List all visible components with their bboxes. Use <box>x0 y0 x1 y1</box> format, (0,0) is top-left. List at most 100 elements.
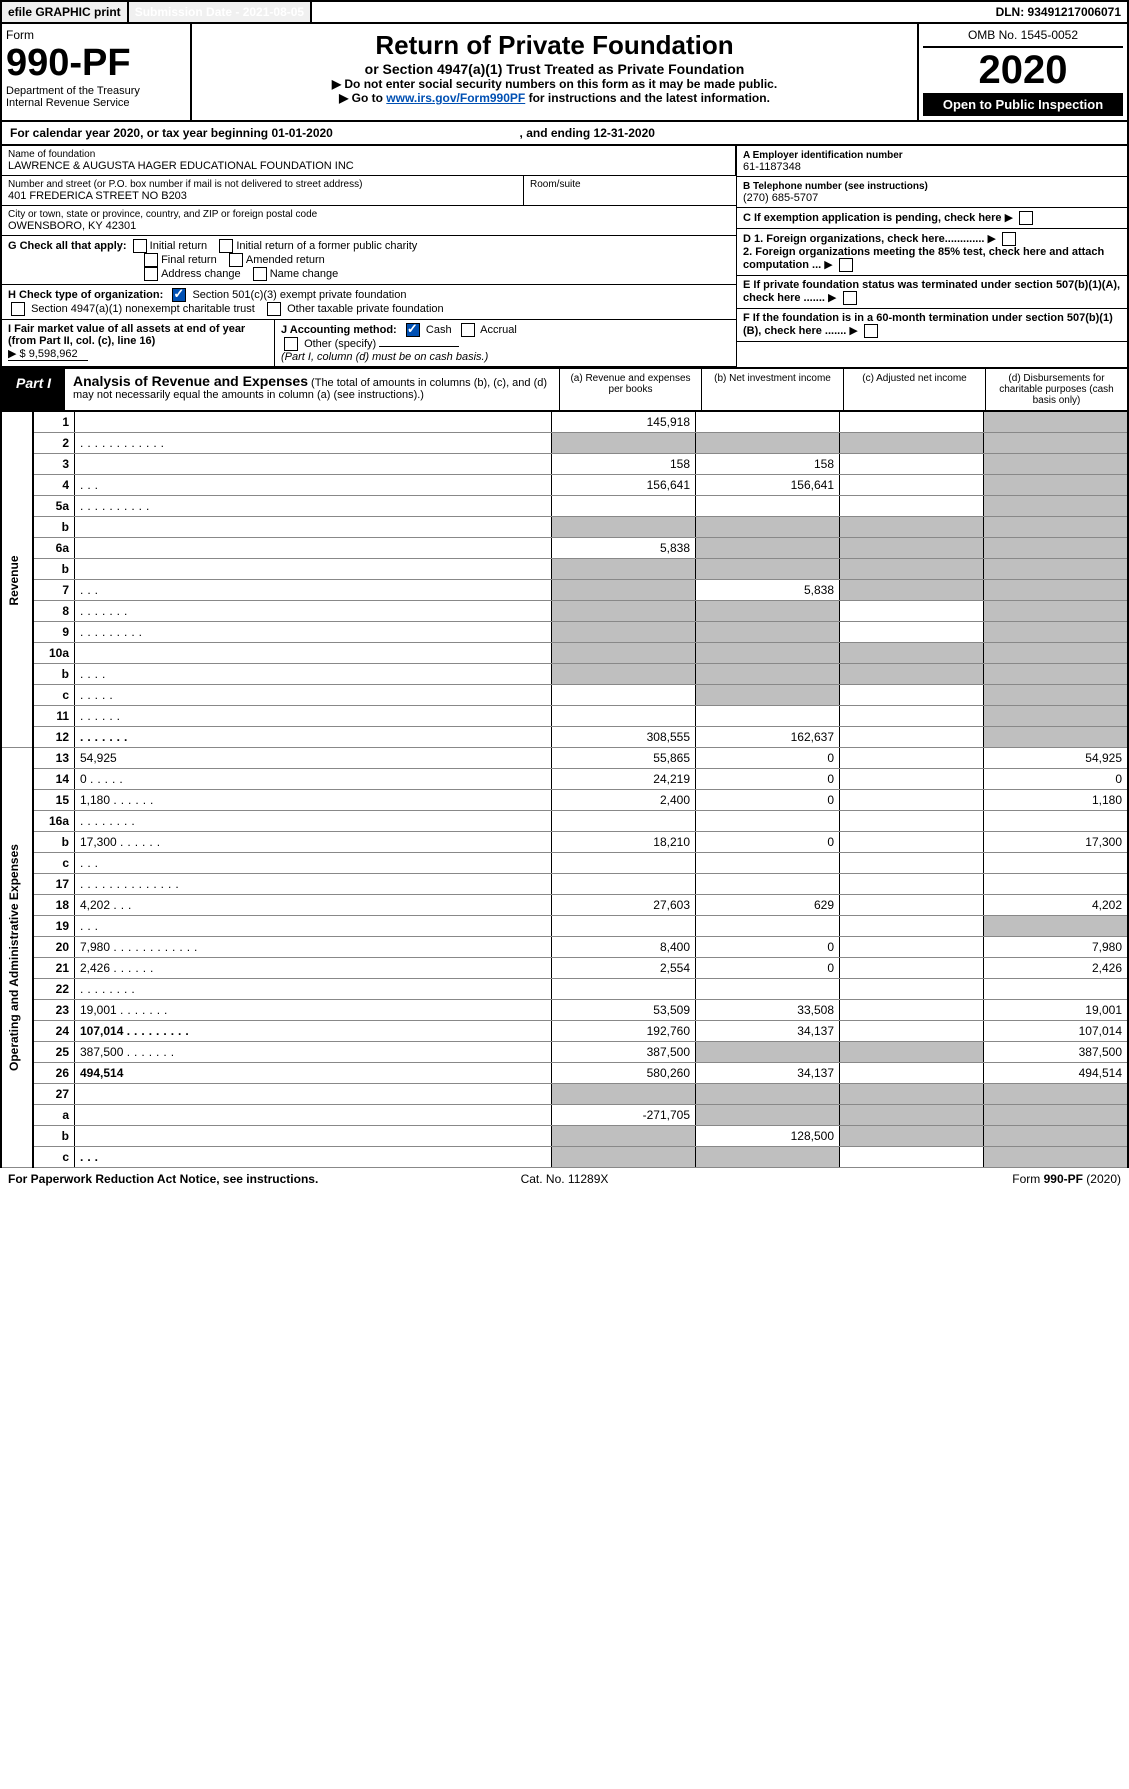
col-c-value <box>840 559 984 580</box>
line-number: c <box>33 1147 75 1168</box>
tax-year: 2020 <box>923 48 1123 93</box>
col-a-value <box>552 1126 696 1147</box>
col-d-value: 0 <box>984 769 1129 790</box>
col-c-value <box>840 664 984 685</box>
line-desc: .... <box>75 664 552 685</box>
col-c-value <box>840 748 984 769</box>
col-a-value: 2,400 <box>552 790 696 811</box>
col-a-value <box>552 433 696 454</box>
identity-block: Name of foundation LAWRENCE & AUGUSTA HA… <box>0 146 1129 367</box>
line-number: 9 <box>33 622 75 643</box>
line-number: b <box>33 1126 75 1147</box>
col-a-value <box>552 811 696 832</box>
line-desc: ... <box>75 853 552 874</box>
expenses-sidebar: Operating and Administrative Expenses <box>1 748 33 1168</box>
line-desc <box>75 1105 552 1126</box>
col-a-value <box>552 517 696 538</box>
line-desc <box>75 412 552 433</box>
col-c-value <box>840 874 984 895</box>
line-number: 27 <box>33 1084 75 1105</box>
col-d-value <box>984 601 1129 622</box>
col-d-value <box>984 454 1129 475</box>
col-b-value <box>696 496 840 517</box>
col-b-value: 33,508 <box>696 1000 840 1021</box>
col-c-value <box>840 496 984 517</box>
irs: Internal Revenue Service <box>6 97 186 109</box>
col-d-value <box>984 559 1129 580</box>
line-desc: ... <box>75 1147 552 1168</box>
line-number: 19 <box>33 916 75 937</box>
line-desc: 107,014 ......... <box>75 1021 552 1042</box>
col-b-value: 158 <box>696 454 840 475</box>
top-bar: efile GRAPHIC print Submission Date - 20… <box>0 0 1129 24</box>
col-d-value <box>984 811 1129 832</box>
line-desc <box>75 1126 552 1147</box>
col-c-value <box>840 1000 984 1021</box>
col-b-value: 34,137 <box>696 1021 840 1042</box>
col-d-value <box>984 496 1129 517</box>
col-b-value: 0 <box>696 748 840 769</box>
line-number: 24 <box>33 1021 75 1042</box>
line-number: 14 <box>33 769 75 790</box>
col-b-value: 34,137 <box>696 1063 840 1084</box>
col-b-value <box>696 433 840 454</box>
line-desc: 17,300 ...... <box>75 832 552 853</box>
line-desc: ......... <box>75 622 552 643</box>
col-b-value: 629 <box>696 895 840 916</box>
col-c-value <box>840 895 984 916</box>
part1-header: Part I Analysis of Revenue and Expenses … <box>0 367 1129 412</box>
fmv-value: ▶ $ 9,598,962 <box>8 347 88 361</box>
col-c-value <box>840 916 984 937</box>
col-d-value <box>984 916 1129 937</box>
col-c-value <box>840 769 984 790</box>
col-c-value <box>840 1105 984 1126</box>
line-number: 18 <box>33 895 75 916</box>
efile-label: efile GRAPHIC print <box>2 2 129 22</box>
col-c-value <box>840 412 984 433</box>
part1-tag: Part I <box>2 369 65 410</box>
col-b-value: 0 <box>696 937 840 958</box>
col-d-value <box>984 538 1129 559</box>
col-a-value: 53,509 <box>552 1000 696 1021</box>
col-a-value <box>552 916 696 937</box>
col-b-value <box>696 1084 840 1105</box>
col-c-value <box>840 601 984 622</box>
col-d-value <box>984 475 1129 496</box>
col-b-value: 0 <box>696 790 840 811</box>
line-number: b <box>33 559 75 580</box>
col-d-value: 19,001 <box>984 1000 1129 1021</box>
col-d-value <box>984 664 1129 685</box>
line-number: 21 <box>33 958 75 979</box>
col-c-hdr: (c) Adjusted net income <box>844 369 986 410</box>
revenue-sidebar: Revenue <box>1 412 33 748</box>
line-number: 17 <box>33 874 75 895</box>
line-number: 12 <box>33 727 75 748</box>
col-c-value <box>840 727 984 748</box>
irs-link[interactable]: www.irs.gov/Form990PF <box>386 91 525 105</box>
checkbox-501c3[interactable] <box>172 288 186 302</box>
col-a-value: 308,555 <box>552 727 696 748</box>
col-d-value <box>984 580 1129 601</box>
col-d-value: 387,500 <box>984 1042 1129 1063</box>
col-a-value: 156,641 <box>552 475 696 496</box>
col-a-value <box>552 1084 696 1105</box>
col-b-value <box>696 538 840 559</box>
section-g: G Check all that apply: Initial return I… <box>2 236 736 285</box>
col-a-value <box>552 685 696 706</box>
col-a-value: 8,400 <box>552 937 696 958</box>
col-d-value <box>984 1126 1129 1147</box>
submission-date: Submission Date - 2021-08-05 <box>129 2 312 22</box>
col-b-value <box>696 412 840 433</box>
line-number: b <box>33 517 75 538</box>
col-c-value <box>840 937 984 958</box>
col-a-value <box>552 496 696 517</box>
checkbox-cash[interactable] <box>406 323 420 337</box>
line-desc: ........ <box>75 811 552 832</box>
col-a-value <box>552 643 696 664</box>
line-number: 15 <box>33 790 75 811</box>
col-c-value <box>840 622 984 643</box>
col-d-value: 17,300 <box>984 832 1129 853</box>
form-title: Return of Private Foundation <box>198 30 911 61</box>
col-a-value: 580,260 <box>552 1063 696 1084</box>
line-desc: ....... <box>75 601 552 622</box>
